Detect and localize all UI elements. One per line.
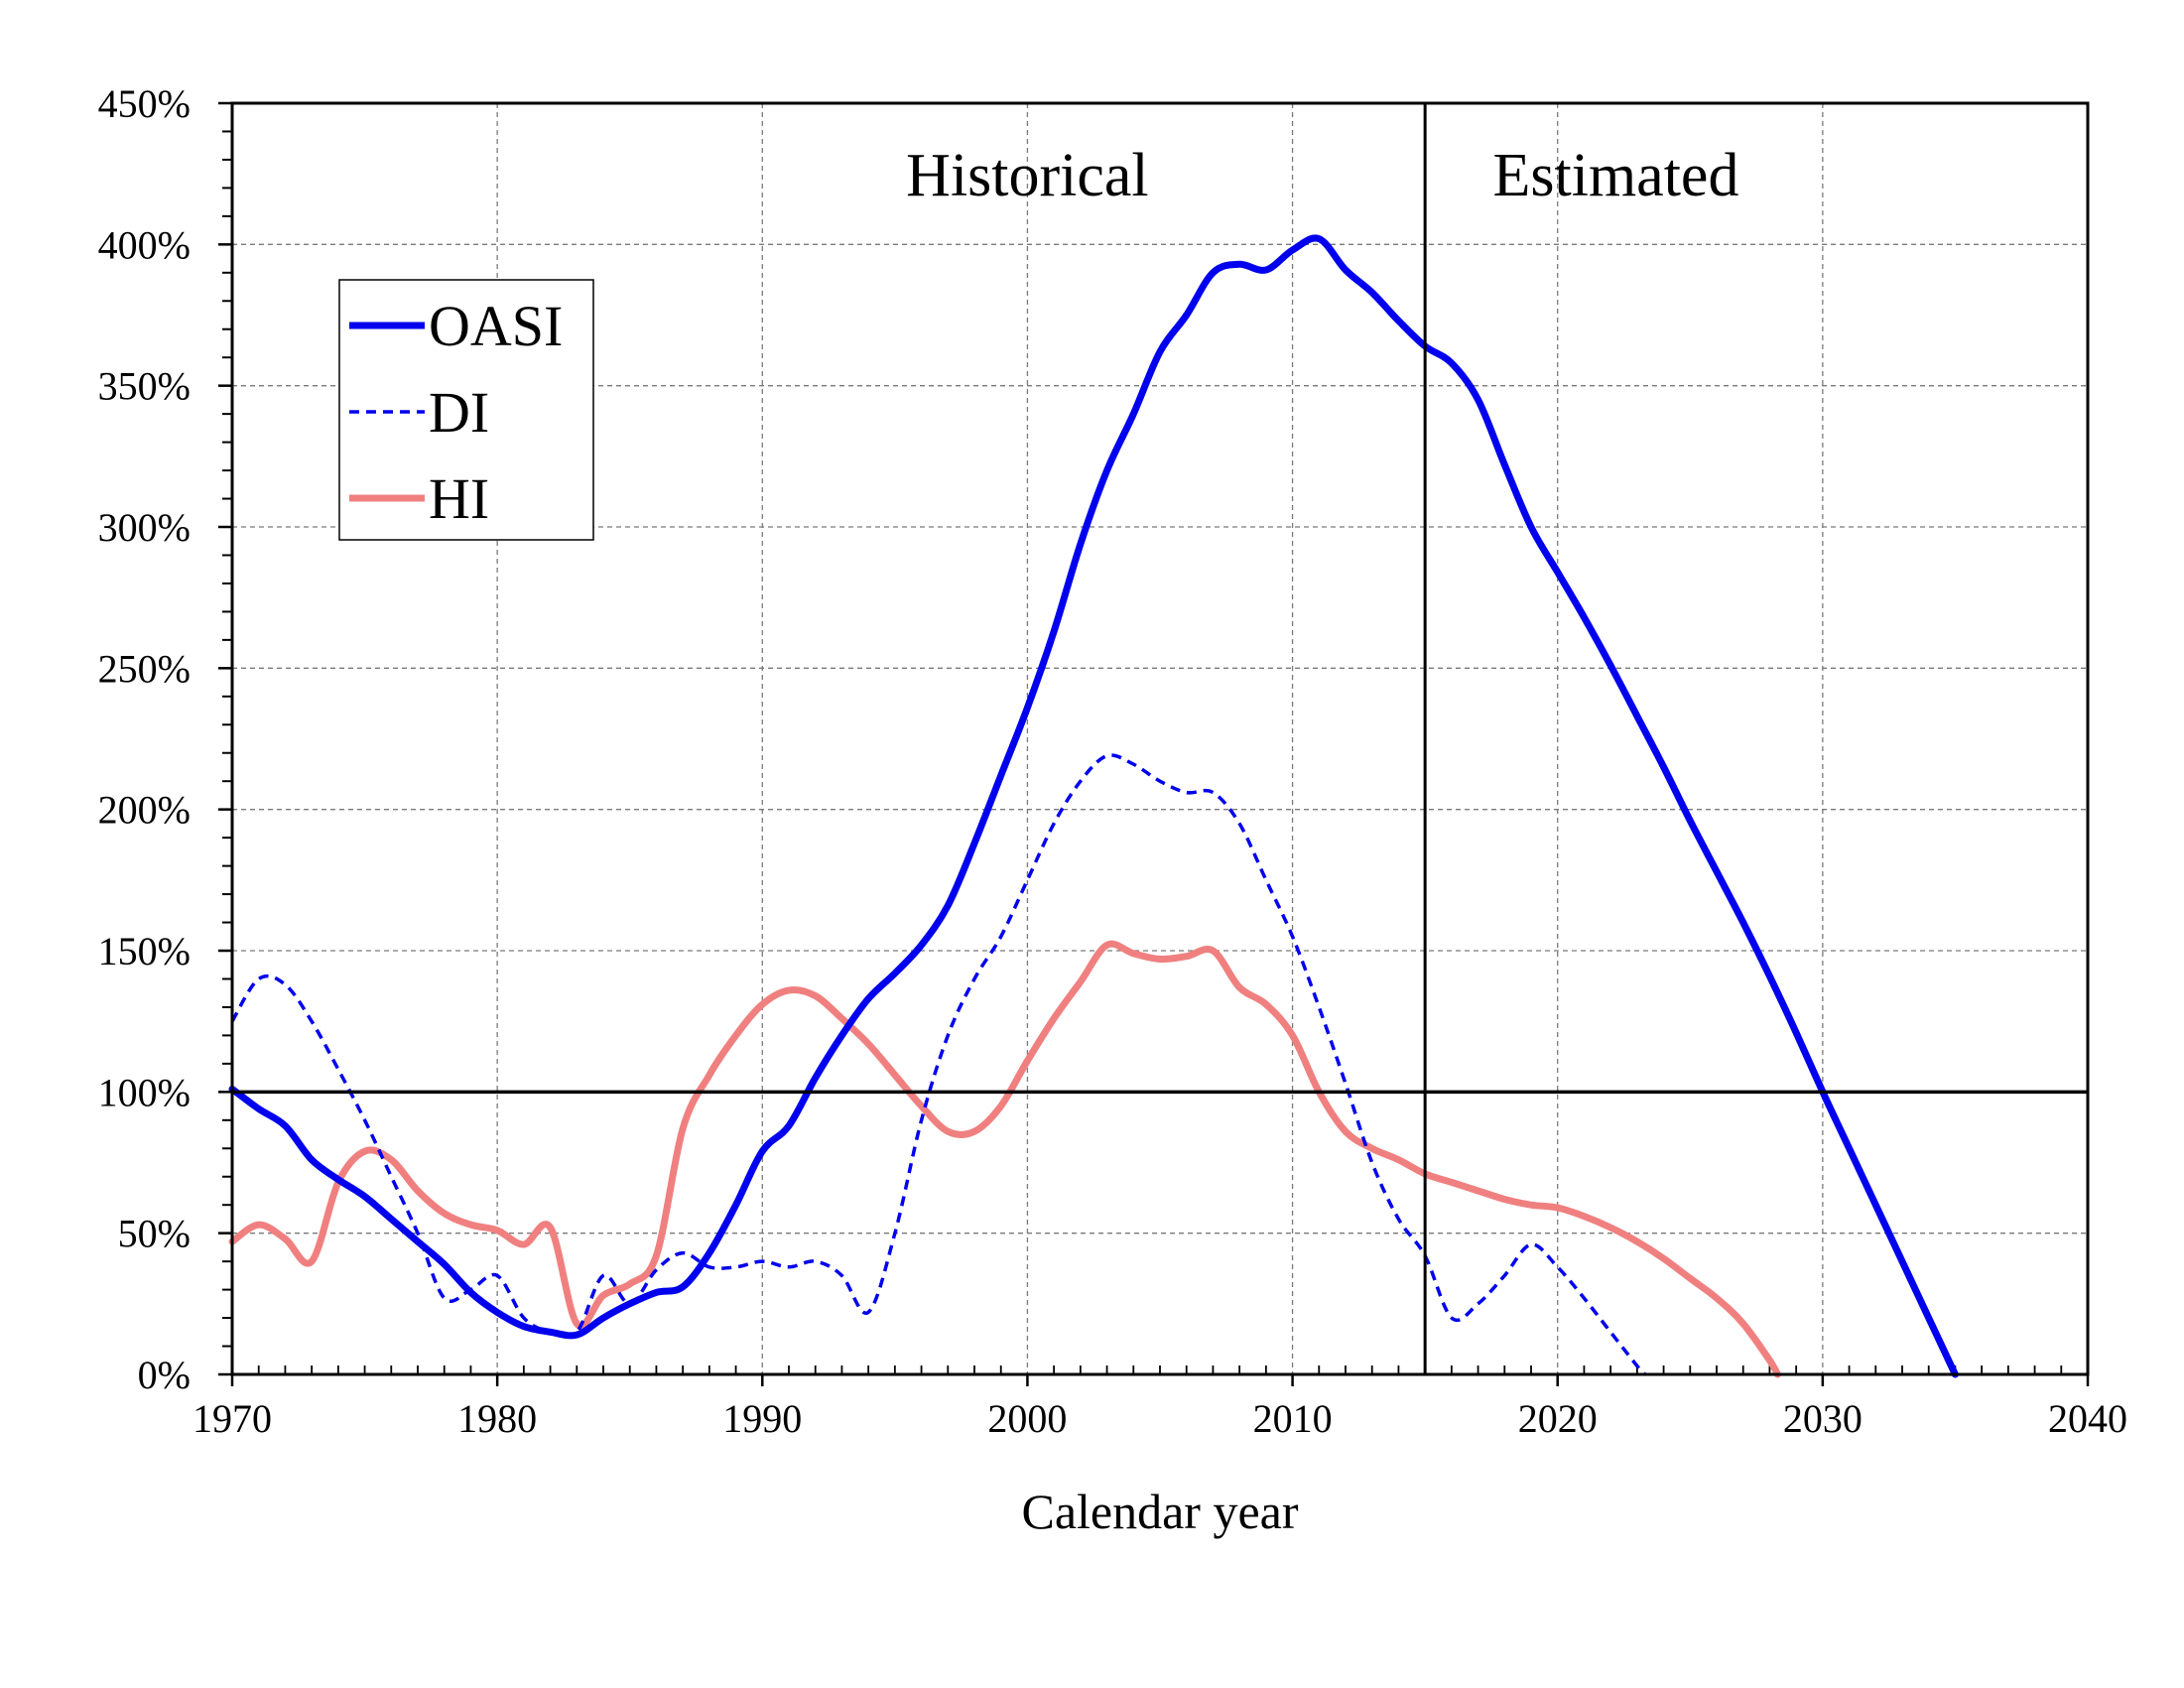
x-axis-ticks: 1970 1980 1990 2000 2010 2020 2030 2040 xyxy=(193,1374,2127,1441)
y-tick-label: 150% xyxy=(98,929,191,974)
y-tick-label: 350% xyxy=(98,364,191,409)
legend-label-di: DI xyxy=(429,380,489,445)
y-tick-label: 400% xyxy=(98,222,191,267)
y-axis-ticks: 0% 50% 100% 150% 200% 250% 300% 350% 400% 450% xyxy=(98,81,232,1397)
series-lines xyxy=(228,234,1959,1378)
x-tick-label: 2030 xyxy=(1783,1396,1863,1441)
legend-label-hi: HI xyxy=(429,466,489,531)
x-tick-label: 1990 xyxy=(722,1396,802,1441)
x-tick-label: 2010 xyxy=(1253,1396,1333,1441)
x-tick-label: 2020 xyxy=(1518,1396,1598,1441)
y-tick-label: 450% xyxy=(98,81,191,126)
region-label-historical: Historical xyxy=(906,142,1149,209)
region-label-estimated: Estimated xyxy=(1493,142,1739,209)
legend: OASI DI HI xyxy=(338,279,594,541)
plot-frame xyxy=(230,101,2090,1376)
x-tick-label: 1980 xyxy=(457,1396,537,1441)
y-tick-label: 50% xyxy=(118,1212,191,1256)
x-tick-label: 1970 xyxy=(193,1396,272,1441)
series-line-oasi xyxy=(228,234,1959,1378)
x-tick-label: 2040 xyxy=(2048,1396,2127,1441)
y-tick-label: 0% xyxy=(138,1353,191,1397)
y-tick-label: 200% xyxy=(98,788,191,833)
legend-label-oasi: OASI xyxy=(429,294,563,358)
y-tick-label: 100% xyxy=(98,1070,191,1114)
y-tick-label: 300% xyxy=(98,505,191,550)
series-line-di xyxy=(230,753,1647,1376)
y-tick-label: 250% xyxy=(98,646,191,691)
x-axis-title: Calendar year xyxy=(1021,1484,1298,1539)
series-line-hi xyxy=(228,940,1781,1378)
x-tick-label: 2000 xyxy=(987,1396,1067,1441)
